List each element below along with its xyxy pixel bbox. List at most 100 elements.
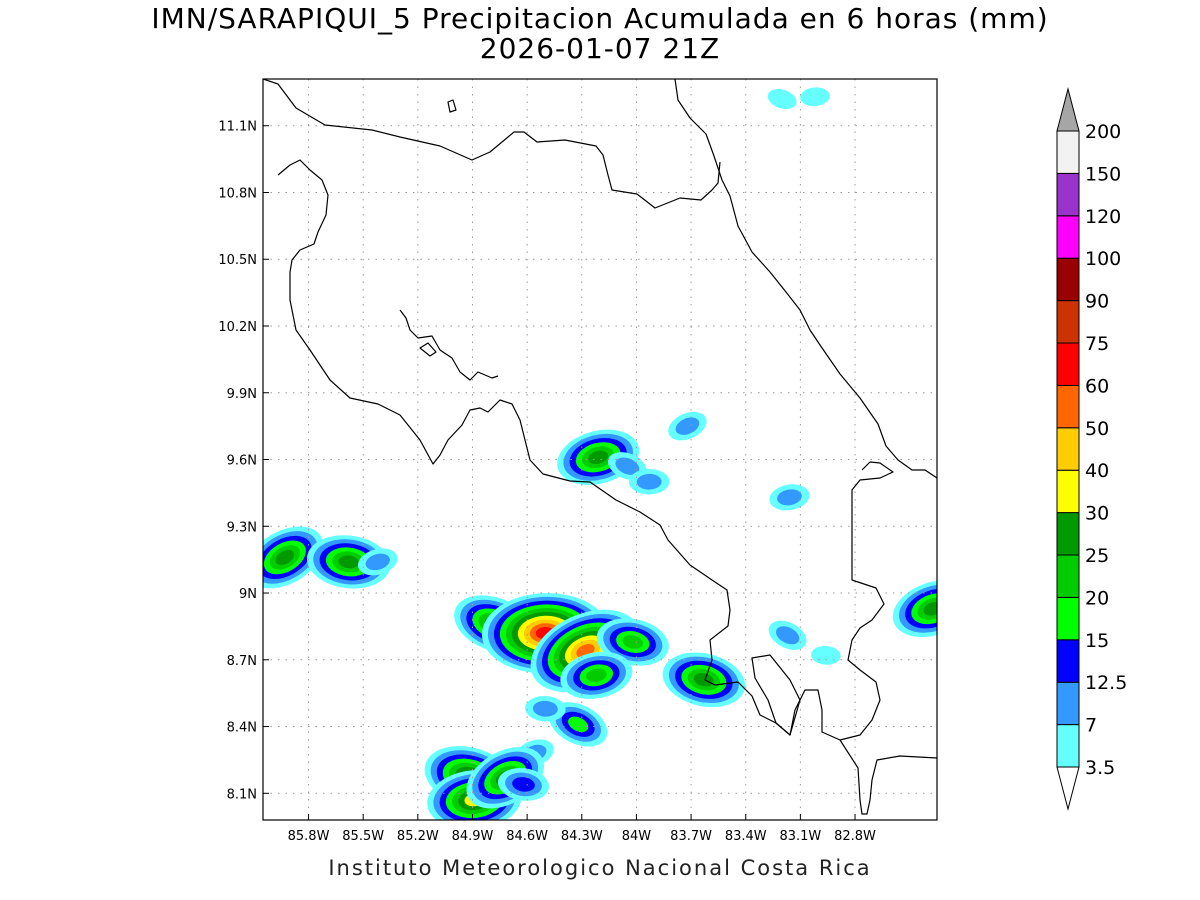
lat-tick-label: 9.9N xyxy=(227,387,257,402)
lon-tick-label: 82.8W xyxy=(834,829,876,844)
credit-text: Instituto Meteorologico Nacional Costa R… xyxy=(328,856,872,880)
precip-contour xyxy=(693,673,714,687)
precip-contour xyxy=(586,668,607,683)
colorbar-label: 100 xyxy=(1085,248,1121,270)
precip-contour xyxy=(636,473,662,490)
coastline xyxy=(839,461,894,741)
lat-tick-label: 8.7N xyxy=(227,654,257,669)
coastline xyxy=(277,159,937,815)
lon-tick-label: 84.3W xyxy=(561,829,603,844)
precip-cell xyxy=(800,87,830,107)
lat-tick-label: 9.3N xyxy=(227,520,257,535)
colorbar-label: 25 xyxy=(1085,545,1109,567)
precip-contour xyxy=(675,417,700,435)
precip-cell xyxy=(263,526,324,589)
precip-cell xyxy=(357,548,398,576)
precip-cell xyxy=(628,469,670,495)
lon-tick-label: 83.4W xyxy=(725,829,767,844)
precip-cell xyxy=(497,768,549,801)
lon-tick-label: 85.5W xyxy=(342,829,384,844)
precip-contour xyxy=(811,645,841,665)
colorbar-swatch xyxy=(1056,342,1080,386)
lat-tick-label: 11.1N xyxy=(218,120,257,135)
map-title: IMN/SARAPIQUI_5 Precipitacion Acumulada … xyxy=(151,2,1049,35)
precip-contour xyxy=(777,489,802,506)
plot-frame xyxy=(262,78,938,821)
colorbar-label: 40 xyxy=(1085,460,1109,482)
colorbar-label: 200 xyxy=(1085,121,1121,143)
colorbar-label: 75 xyxy=(1085,333,1109,355)
colorbar-swatch xyxy=(1056,130,1080,174)
lon-tick-label: 84.6W xyxy=(506,829,548,844)
coastline xyxy=(399,309,499,381)
precip-cell xyxy=(769,484,810,511)
precip-contour xyxy=(800,87,830,107)
precip-contour xyxy=(767,89,797,110)
graticule: 85.8W 85.5W 85.2W 84.9W 84.6W 84.3W 84W 83.7W 83… xyxy=(218,79,937,844)
colorbar-label: 15 xyxy=(1085,630,1109,652)
precip-contour xyxy=(622,635,644,649)
lon-tick-label: 83.7W xyxy=(670,829,712,844)
colorbar-swatch xyxy=(1056,384,1080,429)
colorbar-label: 12.5 xyxy=(1085,672,1127,694)
map-valid-time: 2026-01-07 21Z xyxy=(479,32,721,65)
colorbar-label: 50 xyxy=(1085,418,1109,440)
precip-cell xyxy=(662,652,746,708)
colorbar-swatch xyxy=(1056,469,1080,514)
lon-tick-label: 85.8W xyxy=(288,829,330,844)
lat-tick-label: 9.6N xyxy=(227,454,257,469)
colorbar-underflow-arrow xyxy=(1056,766,1080,811)
precip-cell xyxy=(767,89,797,110)
map-plot-area: 85.8W 85.5W 85.2W 84.9W 84.6W 84.3W 84W 83.7W 83… xyxy=(218,78,938,844)
coastline xyxy=(419,342,437,357)
colorbar-overflow-arrow xyxy=(1056,87,1080,132)
colorbar-swatch xyxy=(1056,300,1080,344)
lon-tick-label: 84W xyxy=(622,829,652,844)
lon-tick-label: 83.1W xyxy=(779,829,821,844)
precip-contour xyxy=(775,626,800,645)
coastline xyxy=(751,654,801,736)
colorbar-label: 90 xyxy=(1085,291,1109,313)
lat-tick-label: 10.5N xyxy=(218,253,257,268)
precip-contour xyxy=(275,549,295,565)
coastline xyxy=(674,79,937,479)
precip-cell xyxy=(668,411,707,441)
precip-contour xyxy=(512,777,535,792)
colorbar-swatch xyxy=(1056,215,1080,259)
colorbar-label: 150 xyxy=(1085,163,1121,185)
precip-cell xyxy=(768,620,807,650)
colorbar-swatch xyxy=(1056,512,1080,556)
colorbar-swatch xyxy=(1056,554,1080,598)
colorbar-label: 20 xyxy=(1085,587,1109,609)
lon-tick-label: 85.2W xyxy=(397,829,439,844)
precip-contour xyxy=(532,700,558,717)
coastline xyxy=(447,99,457,113)
precip-contour xyxy=(588,450,609,464)
precip-contour xyxy=(923,601,937,616)
colorbar-label: 7 xyxy=(1085,715,1097,737)
colorbar-label: 3.5 xyxy=(1085,757,1115,779)
precipitation-field xyxy=(263,87,937,820)
colorbar-swatch xyxy=(1056,596,1080,641)
coastlines xyxy=(263,79,937,815)
lat-tick-label: 10.2N xyxy=(218,320,257,335)
precip-contour xyxy=(365,553,390,571)
lon-tick-label: 84.9W xyxy=(452,829,494,844)
colorbar-swatch xyxy=(1056,172,1080,217)
colorbar-label: 60 xyxy=(1085,375,1109,397)
precip-contour xyxy=(615,457,640,475)
colorbar-label: 120 xyxy=(1085,206,1121,228)
colorbar-swatch xyxy=(1056,639,1080,683)
lat-tick-label: 10.8N xyxy=(218,186,257,201)
colorbar-label: 30 xyxy=(1085,503,1109,525)
colorbar-swatch xyxy=(1056,724,1080,768)
colorbar-swatch xyxy=(1056,681,1080,726)
precip-cell xyxy=(811,645,841,665)
precip-contour xyxy=(567,716,589,733)
precip-cell xyxy=(560,651,633,699)
colorbar-swatch xyxy=(1056,427,1080,471)
coastline xyxy=(263,79,721,209)
lat-tick-label: 9N xyxy=(239,587,257,602)
precip-contour xyxy=(338,555,359,569)
